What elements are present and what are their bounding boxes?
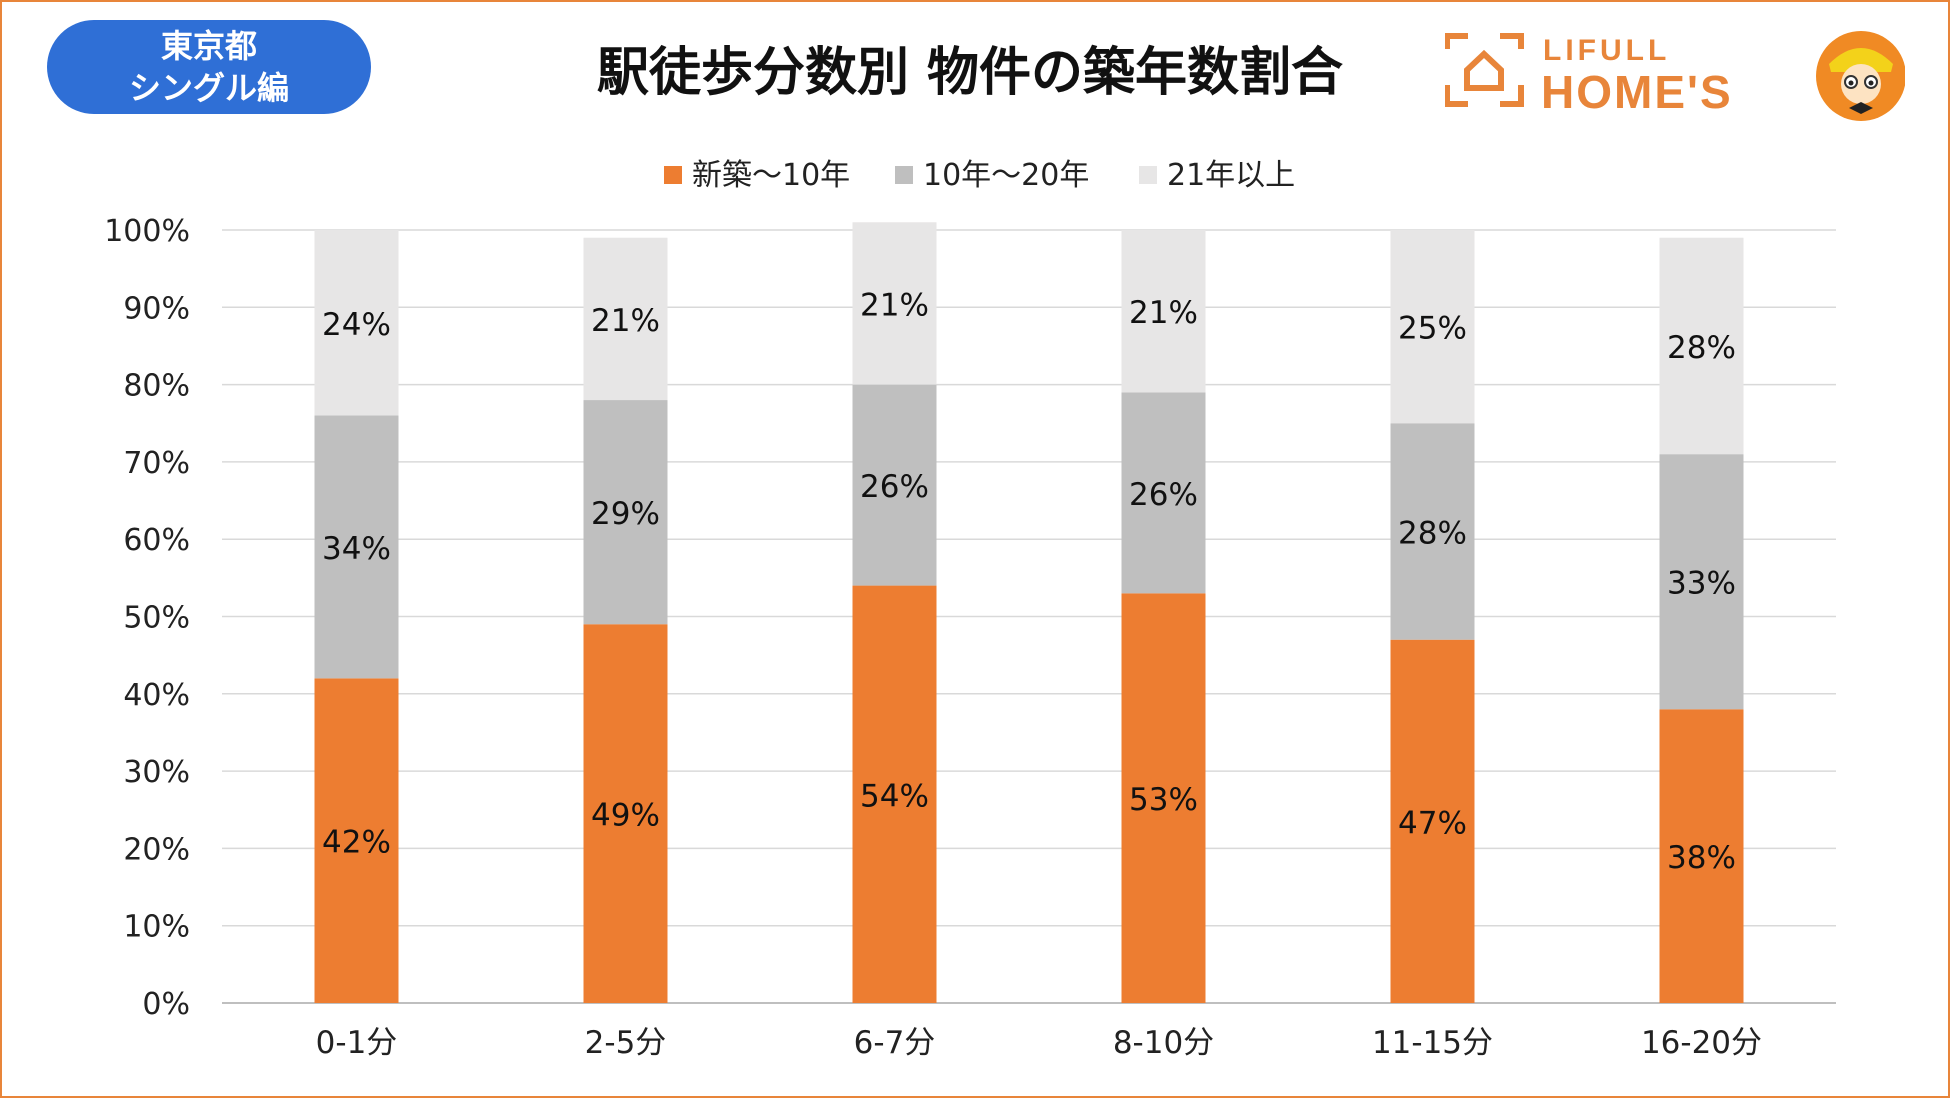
legend: 新築～10年 10年～20年 21年以上 [664,158,1295,193]
bar-segment [314,230,399,416]
legend-label: 21年以上 [1167,158,1295,193]
legend-swatch [1139,166,1157,184]
x-tick-label: 11-15分 [1372,1025,1493,1061]
logo-brand-top: LIFULL [1543,34,1670,67]
y-tick-label: 100% [104,214,190,249]
data-label: 26% [1129,477,1198,513]
data-label: 42% [322,825,391,861]
x-tick-label: 0-1分 [316,1025,398,1061]
data-label: 26% [860,469,929,505]
bar-segment [852,222,937,385]
y-tick-label: 0% [142,987,190,1022]
data-label: 38% [1667,840,1736,876]
y-tick-label: 70% [123,446,190,481]
data-label: 21% [1129,295,1198,331]
y-tick-label: 10% [123,910,190,945]
bar-segment [1659,454,1744,710]
data-label: 29% [591,496,660,532]
y-tick-label: 50% [123,601,190,636]
legend-swatch [895,166,913,184]
data-label: 53% [1129,782,1198,818]
data-label: 49% [591,798,660,834]
data-label: 21% [591,303,660,339]
data-label: 34% [322,531,391,567]
y-tick-label: 60% [123,523,190,558]
legend-swatch [664,166,682,184]
x-tick-label: 8-10分 [1113,1025,1214,1061]
x-axis-ticks: 0-1分 2-5分 6-7分 8-10分 11-15分 16-20分 [316,1025,1762,1061]
data-label: 54% [860,778,929,814]
bar-segment [1659,709,1744,1003]
badge-line-1: 東京都 [160,27,257,65]
bars: 42% 34% 24% 49% 29% 21% 54% 26% 21% 53% 26% 21% 47% 2… [314,222,1744,1003]
bar-segment [583,400,668,625]
bar-segment [583,237,668,401]
logo-brand-bottom: HOME'S [1541,66,1733,118]
bar-segment [1390,639,1475,1003]
data-label: 25% [1398,311,1467,347]
data-label: 28% [1667,330,1736,366]
y-tick-label: 20% [123,832,190,867]
bar-segment [1390,230,1475,424]
data-label: 47% [1398,805,1467,841]
house-icon [1445,33,1524,107]
mascot-icon [1816,31,1905,121]
data-label: 24% [322,307,391,343]
data-label: 21% [860,287,929,323]
gridlines [222,229,1836,1004]
bar-segment [852,384,937,586]
y-tick-label: 80% [123,369,190,404]
bar-segment [1121,593,1206,1003]
data-label: 28% [1398,515,1467,551]
bar-segment [314,678,399,1003]
data-label: 33% [1667,566,1736,602]
chart-title: 駅徒歩分数別 物件の築年数割合 [596,43,1344,103]
x-tick-label: 16-20分 [1641,1025,1762,1061]
x-tick-label: 2-5分 [585,1025,667,1061]
bar-segment [1390,423,1475,640]
badge-line-2: シングル編 [128,69,289,107]
bar-segment [314,415,399,679]
lifull-homes-logo: LIFULL HOME'S [1445,31,1905,121]
bar-segment [1121,230,1206,393]
x-tick-label: 6-7分 [854,1025,936,1061]
bar-segment [1659,237,1744,455]
legend-label: 10年～20年 [923,158,1089,193]
legend-label: 新築～10年 [692,158,850,193]
y-axis-ticks: 0% 10% 20% 30% 40% 50% 60% 70% 80% 90% 100% [104,214,190,1022]
bar-segment [583,624,668,1003]
bar-segment [1121,392,1206,594]
y-tick-label: 90% [123,291,190,326]
bar-segment [852,585,937,1003]
y-tick-label: 30% [123,755,190,790]
region-badge: 東京都 シングル編 [47,20,371,114]
y-tick-label: 40% [123,678,190,713]
